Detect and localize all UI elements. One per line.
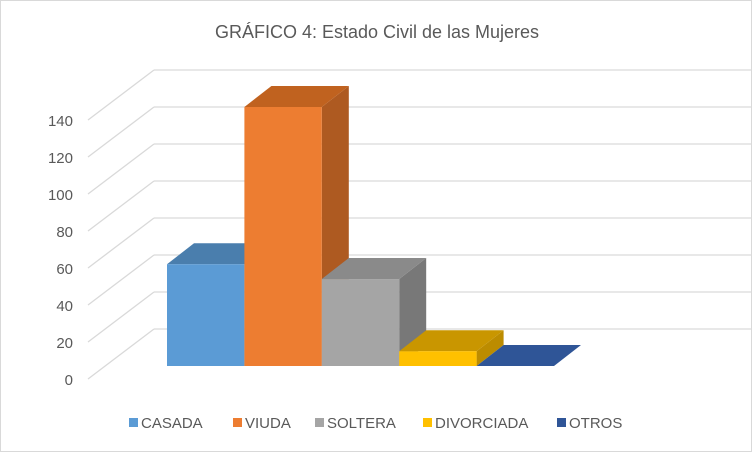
- y-tick-label: 120: [48, 150, 73, 167]
- y-tick-label: 40: [56, 298, 73, 315]
- y-tick-label: 0: [65, 372, 73, 389]
- legend-item: SOLTERA: [315, 415, 396, 432]
- legend-label: OTROS: [569, 415, 622, 432]
- legend: CASADA VIUDA SOLTERA DIVORCIADA OTROS: [129, 415, 622, 432]
- legend-label: CASADA: [141, 415, 203, 432]
- y-tick-label: 60: [56, 261, 73, 278]
- bar-top: [244, 86, 349, 107]
- legend-swatch: [557, 418, 566, 427]
- gridline-diagonal: [87, 106, 155, 158]
- legend-item: DIVORCIADA: [423, 415, 528, 432]
- legend-label: DIVORCIADA: [435, 415, 528, 432]
- legend-swatch: [315, 418, 324, 427]
- gridline-diagonal: [87, 180, 155, 232]
- y-tick-label: 20: [56, 335, 73, 352]
- y-tick-label: 100: [48, 187, 73, 204]
- legend-swatch: [129, 418, 138, 427]
- legend-label: SOLTERA: [327, 415, 396, 432]
- bar-top: [476, 345, 581, 366]
- bars: [167, 86, 581, 366]
- bar-divorciada: [399, 330, 504, 366]
- gridline-diagonal: [87, 69, 155, 121]
- bar-top: [399, 330, 504, 352]
- bar-top: [321, 258, 427, 280]
- legend-swatch: [233, 418, 242, 427]
- bar-front: [167, 264, 245, 366]
- gridline-diagonal: [87, 328, 155, 380]
- bar-front: [244, 107, 322, 366]
- legend-swatch: [423, 418, 432, 427]
- gridline-diagonal: [87, 254, 155, 306]
- y-tick-label: 80: [56, 224, 73, 241]
- bar-side: [476, 330, 504, 366]
- bar-front: [399, 351, 477, 366]
- gridline-diagonal: [87, 143, 155, 195]
- legend-item: OTROS: [557, 415, 622, 432]
- legend-item: CASADA: [129, 415, 203, 432]
- legend-label: VIUDA: [245, 415, 291, 432]
- legend-item: VIUDA: [233, 415, 291, 432]
- bar-front: [321, 279, 400, 366]
- y-axis-ticks: 0 20 40 60 80 100 120 140: [48, 113, 73, 389]
- y-tick-label: 140: [48, 113, 73, 130]
- gridline-diagonal: [87, 217, 155, 269]
- bar-otros: [476, 345, 581, 366]
- gridline-diagonal: [87, 291, 155, 343]
- bar-viuda: [244, 86, 349, 366]
- chart-title: GRÁFICO 4: Estado Civil de las Mujeres: [215, 22, 539, 42]
